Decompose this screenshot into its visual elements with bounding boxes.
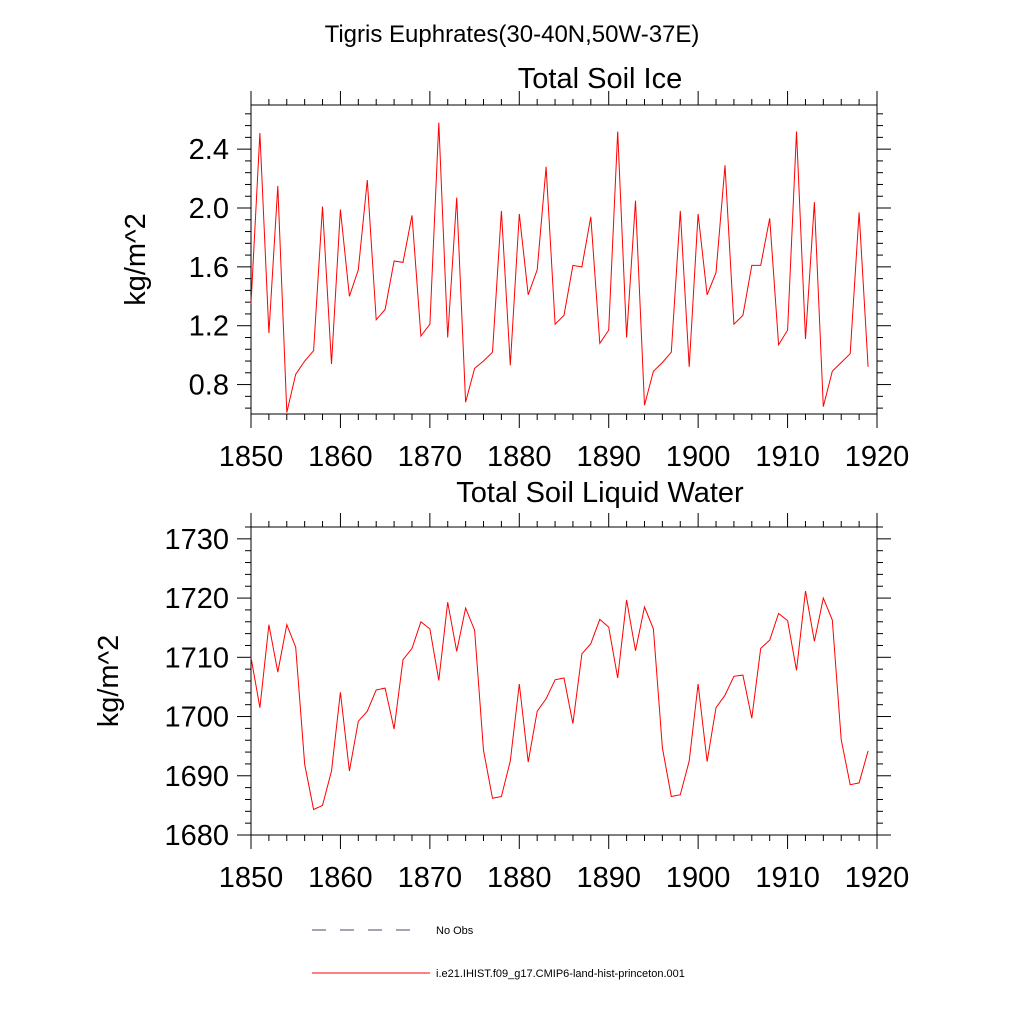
x-tick-label: 1900 xyxy=(666,862,731,894)
panel-2: Total Soil Liquid Water kg/m^2 1850 1860 187… xyxy=(93,477,909,894)
x-tick-label: 1850 xyxy=(219,862,284,894)
y-axis-label: kg/m^2 xyxy=(93,635,125,728)
x-tick-label: 1870 xyxy=(398,441,463,473)
y-tick-label: 1.6 xyxy=(189,252,229,284)
y-tick-label: 1680 xyxy=(164,820,229,852)
panel-title: Total Soil Liquid Water xyxy=(456,477,744,509)
legend: No Obs i.e21.IHIST.f09_g17.CMIP6-land-hi… xyxy=(312,925,685,980)
main-title: Tigris Euphrates(30-40N,50W-37E) xyxy=(325,21,700,48)
y-tick-label: 1710 xyxy=(164,642,229,674)
x-tick-label: 1920 xyxy=(845,862,910,894)
x-tick-label: 1850 xyxy=(219,441,284,473)
x-tick-label: 1890 xyxy=(576,862,641,894)
y-tick-label: 1690 xyxy=(164,761,229,793)
y-tick-label: 2.4 xyxy=(189,134,229,166)
x-tick-label: 1900 xyxy=(666,441,731,473)
y-tick-label: 1730 xyxy=(164,524,229,556)
x-tick-label: 1870 xyxy=(398,862,463,894)
x-tick-label: 1880 xyxy=(487,862,552,894)
x-tick-label: 1860 xyxy=(308,862,373,894)
panel-1: Total Soil Ice kg/m^2 1850 1860 1870 1880 1890… xyxy=(120,63,909,473)
y-tick-label: 0.8 xyxy=(189,370,229,402)
y-tick-label: 1.2 xyxy=(189,311,229,343)
legend-no-obs-label: No Obs xyxy=(436,925,474,937)
x-tick-label: 1880 xyxy=(487,441,552,473)
series-line xyxy=(250,590,869,811)
series-line xyxy=(250,122,869,413)
y-tick-label: 1700 xyxy=(164,702,229,734)
plot-frame xyxy=(250,104,878,415)
x-tick-label: 1860 xyxy=(308,441,373,473)
panel-title: Total Soil Ice xyxy=(518,63,682,95)
plot-frame xyxy=(250,526,878,836)
x-tick-label: 1890 xyxy=(576,441,641,473)
y-tick-label: 2.0 xyxy=(189,193,229,225)
x-tick-label: 1910 xyxy=(755,862,820,894)
y-tick-label: 1720 xyxy=(164,583,229,615)
y-axis-label: kg/m^2 xyxy=(120,213,152,306)
x-tick-label: 1910 xyxy=(755,441,820,473)
x-tick-label: 1920 xyxy=(845,441,910,473)
legend-model-label: i.e21.IHIST.f09_g17.CMIP6-land-hist-prin… xyxy=(436,968,685,980)
